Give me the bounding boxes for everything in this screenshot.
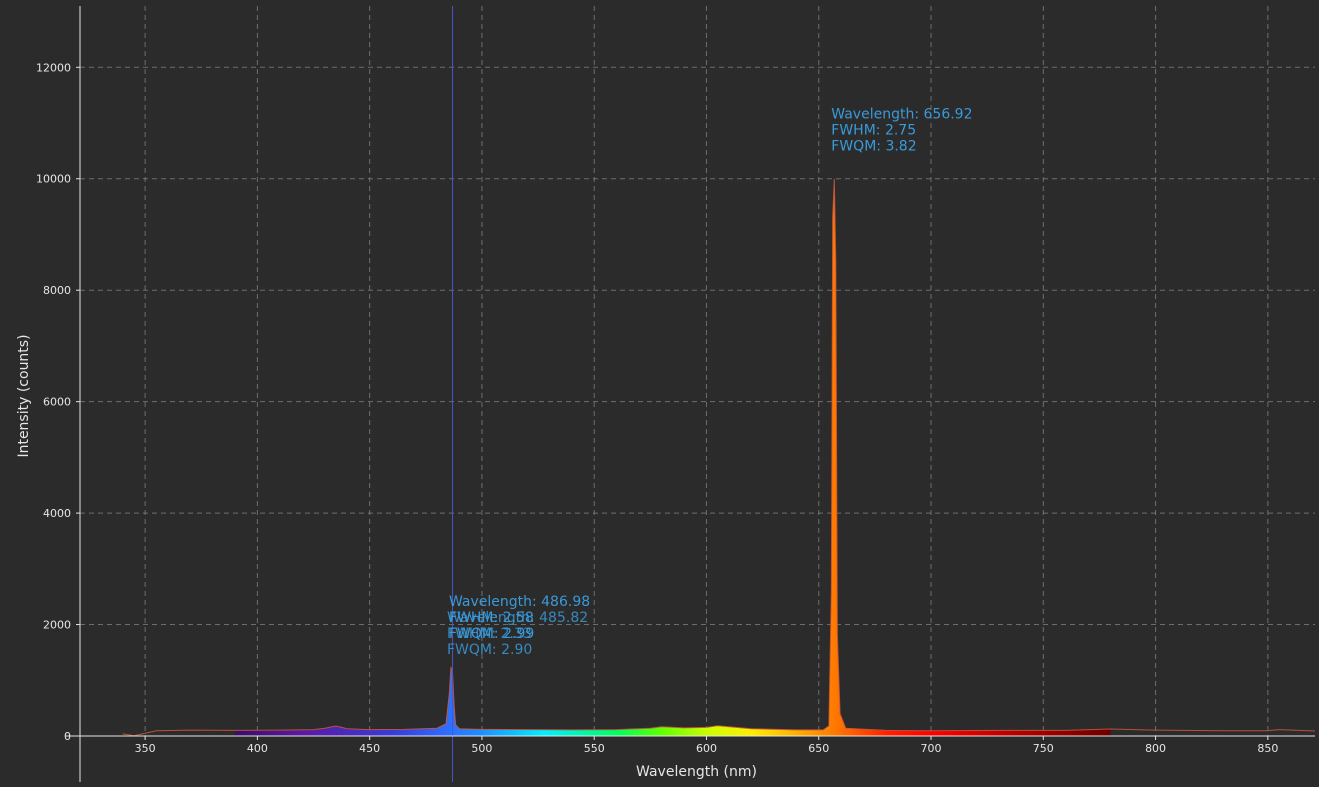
y-tick-label: 8000 bbox=[43, 284, 71, 297]
peak-annotation-486: Wavelength: 486.98 FWHM: 2.58 FWQM: 2.99… bbox=[447, 594, 590, 658]
spectrum-line bbox=[122, 178, 1315, 737]
x-tick-label: 750 bbox=[1033, 742, 1054, 755]
ghost-wavelength-label: Wavelength: 485.82 bbox=[447, 610, 588, 626]
peak-wavelength-label: Wavelength: 656.92 bbox=[831, 107, 972, 123]
x-tick-label: 450 bbox=[359, 742, 380, 755]
x-tick-label: 700 bbox=[921, 742, 942, 755]
x-tick-label: 400 bbox=[247, 742, 268, 755]
peak-fwhm-label: FWHM: 2.58 bbox=[449, 610, 534, 626]
grid-lines bbox=[80, 6, 1315, 736]
y-tick-label: 0 bbox=[64, 730, 71, 743]
spectrum-series bbox=[122, 178, 1315, 737]
y-tick-label: 2000 bbox=[43, 619, 71, 632]
peak-fwqm-label: FWQM: 3.82 bbox=[831, 139, 916, 155]
y-tick-label: 4000 bbox=[43, 507, 71, 520]
x-tick-label: 850 bbox=[1257, 742, 1278, 755]
peak-fwqm-label: FWQM: 2.99 bbox=[449, 626, 534, 642]
y-tick-label: 12000 bbox=[36, 61, 71, 74]
x-tick-label: 650 bbox=[808, 742, 829, 755]
x-tick-label: 350 bbox=[135, 742, 156, 755]
y-tick-label: 10000 bbox=[36, 173, 71, 186]
ghost-fwqm-label: FWQM: 2.90 bbox=[447, 642, 532, 658]
peak-fwhm-label: FWHM: 2.75 bbox=[831, 123, 916, 139]
x-tick-label: 500 bbox=[471, 742, 492, 755]
peak-wavelength-label: Wavelength: 486.98 bbox=[449, 594, 590, 610]
peak-annotation-656: Wavelength: 656.92 FWHM: 2.75 FWQM: 3.82 bbox=[831, 107, 972, 155]
x-tick-label: 600 bbox=[696, 742, 717, 755]
x-tick-label: 550 bbox=[584, 742, 605, 755]
axes bbox=[66, 6, 1315, 782]
y-axis-label: Intensity (counts) bbox=[16, 334, 32, 457]
ghost-fwhm-label: FWHM: 2.33 bbox=[447, 626, 532, 642]
x-tick-label: 800 bbox=[1145, 742, 1166, 755]
x-tick-labels: 350 400 450 500 550 600 650 700 750 800 850 bbox=[135, 742, 1279, 755]
x-axis-label: Wavelength (nm) bbox=[636, 764, 757, 780]
y-tick-label: 6000 bbox=[43, 396, 71, 409]
y-tick-labels: 0 2000 4000 6000 8000 10000 12000 bbox=[36, 61, 71, 743]
